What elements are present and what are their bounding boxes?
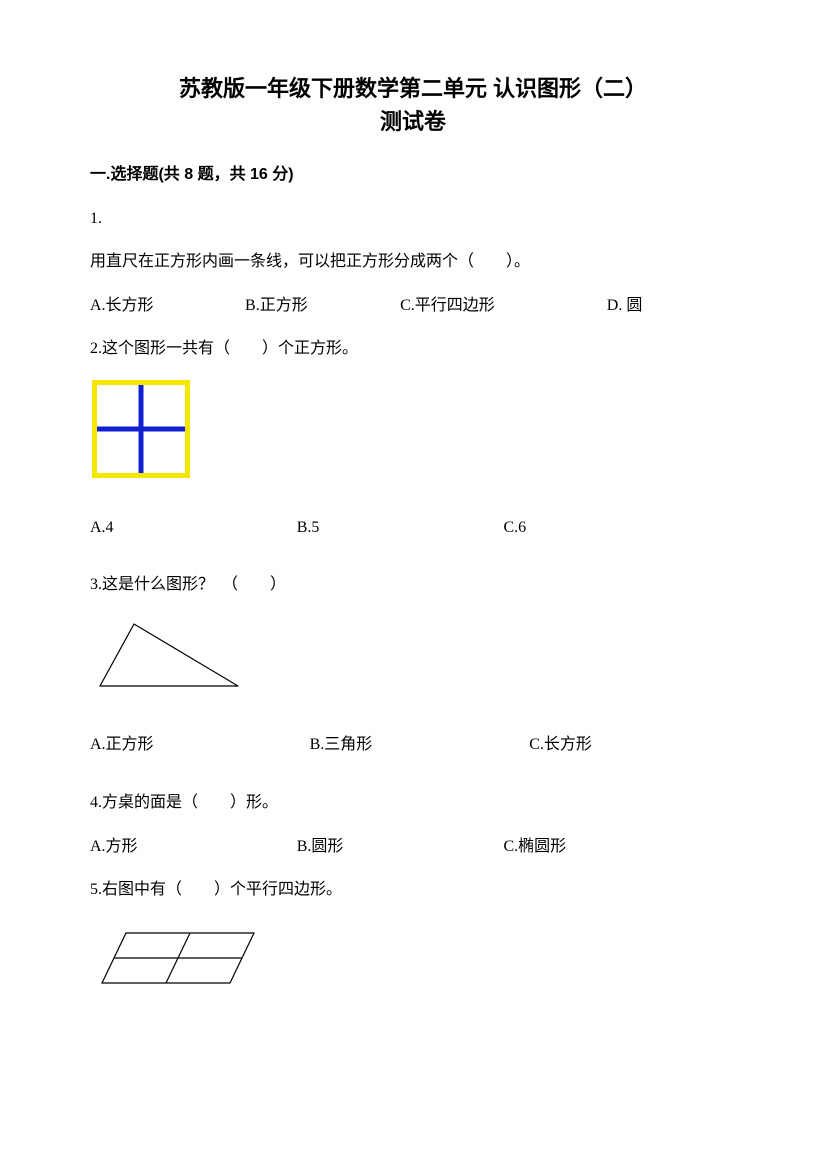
q4-stem: 4.方桌的面是（ ）形。 <box>90 790 736 816</box>
square-grid-figure <box>92 380 190 478</box>
q3-option-b: B.三角形 <box>310 732 530 758</box>
title-line-1: 苏教版一年级下册数学第二单元 认识图形（二） <box>179 76 647 101</box>
q5-figure <box>92 921 736 1004</box>
q1-stem: 用直尺在正方形内画一条线，可以把正方形分成两个（ ）。 <box>90 249 736 275</box>
section-1-header: 一.选择题(共 8 题，共 16 分) <box>90 162 736 188</box>
q4-option-b: B.圆形 <box>297 834 504 860</box>
q2-stem: 2.这个图形一共有（ ）个正方形。 <box>90 336 736 362</box>
q2-figure <box>92 380 736 487</box>
q2-options: A.4 B.5 C.6 <box>90 515 736 541</box>
q3-option-a: A.正方形 <box>90 732 310 758</box>
q1-option-d: D. 圆 <box>607 293 736 319</box>
triangle-figure <box>92 616 242 696</box>
q3-options: A.正方形 B.三角形 C.长方形 <box>90 732 736 758</box>
q3-stem: 3.这是什么图形？ （ ） <box>90 572 736 598</box>
q2-option-c: C.6 <box>503 515 736 541</box>
q1-options: A.长方形 B.正方形 C.平行四边形 D. 圆 <box>90 293 736 319</box>
q3-option-c: C.长方形 <box>529 732 736 758</box>
q4-options: A.方形 B.圆形 C.椭圆形 <box>90 834 736 860</box>
parallelogram-figure <box>92 921 262 995</box>
q1-option-c: C.平行四边形 <box>400 293 607 319</box>
q1-number: 1. <box>90 206 736 232</box>
q1-option-a: A.长方形 <box>90 293 245 319</box>
q1-option-b: B.正方形 <box>245 293 400 319</box>
q3-figure <box>92 616 736 705</box>
q5-stem: 5.右图中有（ ）个平行四边形。 <box>90 877 736 903</box>
page-title: 苏教版一年级下册数学第二单元 认识图形（二） 测试卷 <box>90 72 736 138</box>
q4-option-a: A.方形 <box>90 834 297 860</box>
q2-option-b: B.5 <box>297 515 504 541</box>
title-line-2: 测试卷 <box>380 109 446 134</box>
q2-option-a: A.4 <box>90 515 297 541</box>
q4-option-c: C.椭圆形 <box>503 834 736 860</box>
